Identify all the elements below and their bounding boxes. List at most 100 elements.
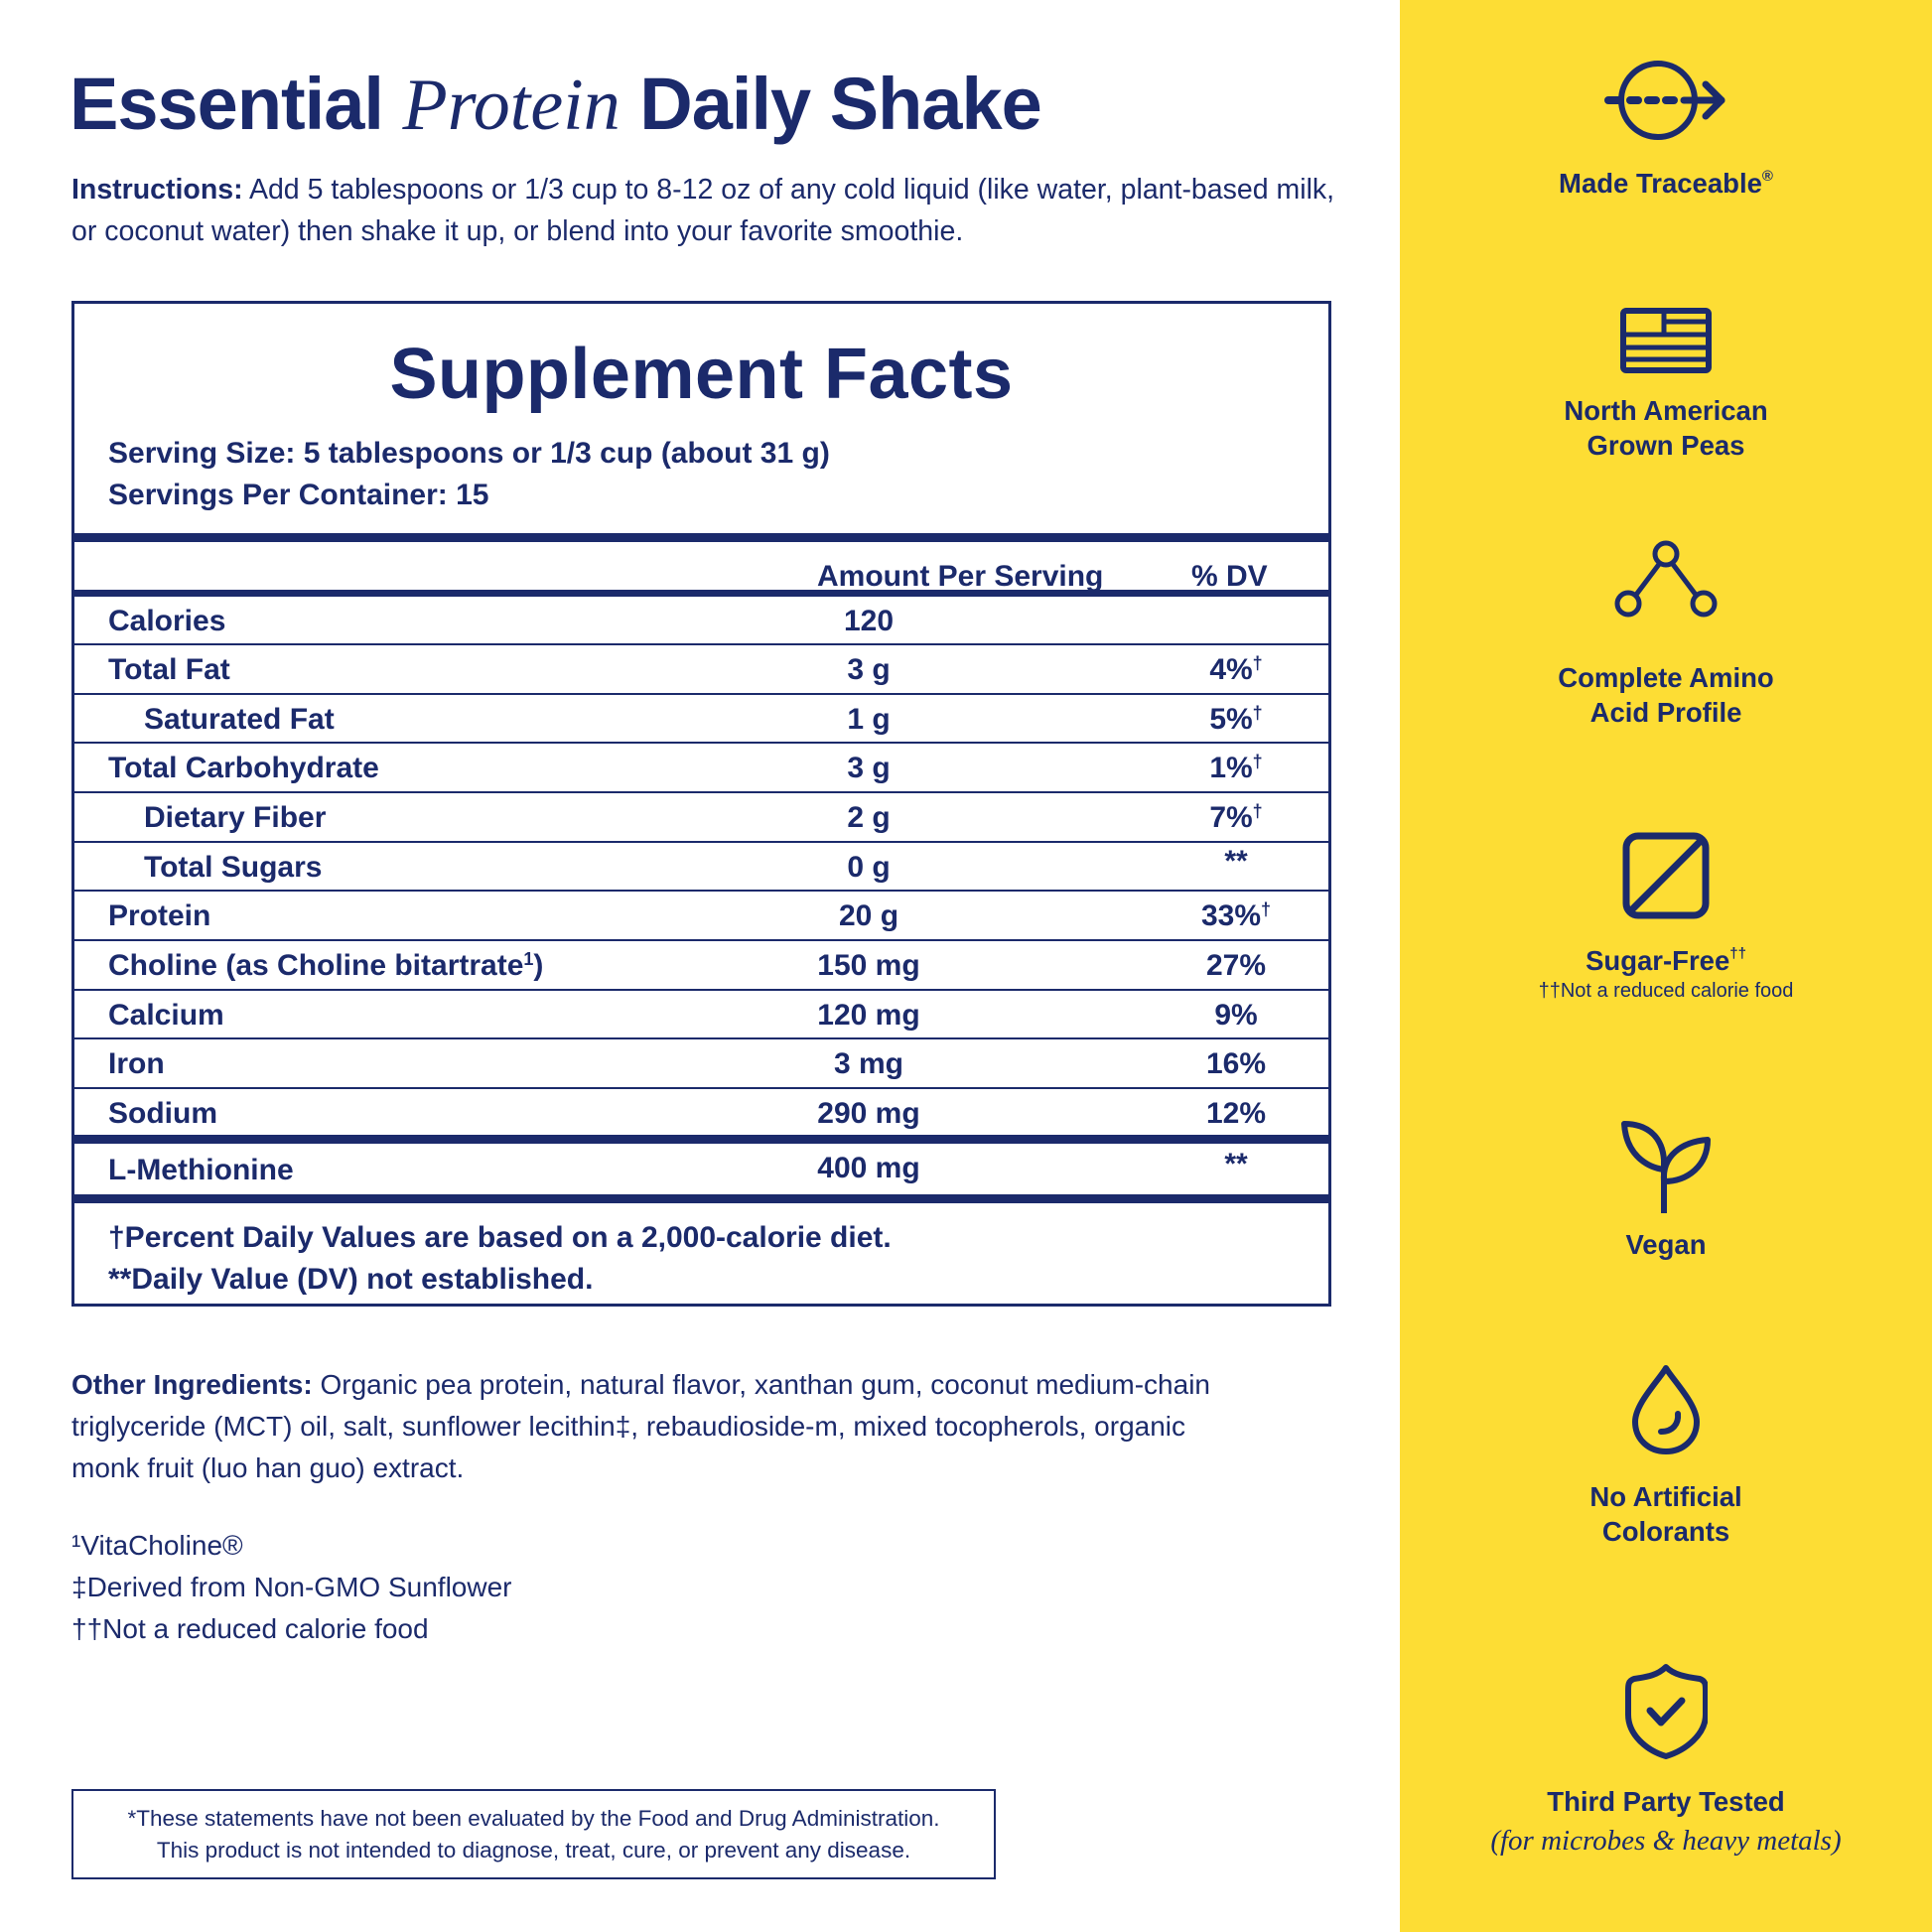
- ingredients-label: Other Ingredients:: [71, 1369, 313, 1400]
- nutrient-dv: 12%: [1205, 1097, 1267, 1130]
- table-row: Total Sugars 0 g **: [74, 843, 1328, 891]
- disclaimer-line-2: This product is not intended to diagnose…: [156, 1838, 911, 1863]
- thick-divider: [74, 590, 1328, 597]
- nutrient-amount: 3 g: [847, 752, 891, 784]
- row-divider: [74, 643, 1328, 645]
- title-daily-shake: Daily Shake: [639, 63, 1041, 145]
- molecule-icon: [1614, 540, 1718, 618]
- badge-label: Sugar-Free††: [1586, 945, 1746, 976]
- serving-info: Serving Size: 5 tablespoons or 1/3 cup (…: [108, 433, 830, 516]
- footnote-sunflower: ‡Derived from Non-GMO Sunflower: [71, 1572, 512, 1602]
- nutrient-dv: 27%: [1205, 949, 1267, 982]
- ingredients-text: Organic pea protein, natural flavor, xan…: [71, 1369, 1210, 1483]
- table-row: Total Carbohydrate 3 g 1%†: [74, 744, 1328, 791]
- badge-label: No Artificial Colorants: [1589, 1481, 1742, 1547]
- nutrient-amount: 120: [843, 605, 895, 637]
- table-row-l-methionine: L-Methionine 400 mg **: [74, 1144, 1328, 1194]
- dv-note: †Percent Daily Values are based on a 2,0…: [108, 1221, 892, 1254]
- supplement-facts-panel: Supplement Facts Serving Size: 5 tablesp…: [71, 301, 1331, 1307]
- nutrient-name: Protein: [108, 899, 211, 932]
- thick-divider: [74, 1135, 1328, 1144]
- nutrient-dv: 9%: [1214, 999, 1258, 1032]
- badge-north-american-peas: North American Grown Peas: [1400, 308, 1932, 463]
- row-divider: [74, 939, 1328, 941]
- row-divider: [74, 1037, 1328, 1039]
- row-divider: [74, 742, 1328, 744]
- nutrient-amount: 1 g: [847, 703, 891, 736]
- page-title: Essential Protein Daily Shake: [69, 62, 1042, 148]
- nutrient-dv: 16%: [1205, 1047, 1267, 1080]
- nutrient-dv: 4%†: [1209, 653, 1263, 686]
- table-row: Protein 20 g 33%†: [74, 892, 1328, 939]
- nutrient-dv: 5%†: [1209, 703, 1263, 736]
- serving-size: Serving Size: 5 tablespoons or 1/3 cup (…: [108, 437, 830, 470]
- thick-divider: [74, 533, 1328, 542]
- badge-complete-amino: Complete Amino Acid Profile: [1400, 539, 1932, 730]
- badge-label: Third Party Tested: [1547, 1786, 1785, 1817]
- title-essential: Essential: [69, 63, 384, 145]
- badge-made-traceable: Made Traceable®: [1400, 55, 1932, 201]
- table-row: Sodium 290 mg 12%: [74, 1089, 1328, 1137]
- instructions-text: Add 5 tablespoons or 1/3 cup to 8-12 oz …: [71, 174, 1335, 247]
- nutrient-amount: 290 mg: [817, 1097, 920, 1130]
- badge-label: Made Traceable®: [1559, 168, 1773, 199]
- shield-check-icon: [1625, 1664, 1708, 1759]
- badge-sublabel: (for microbes & heavy metals): [1490, 1825, 1842, 1857]
- nutrient-amount: 150 mg: [817, 949, 920, 982]
- sugar-free-icon: [1622, 832, 1710, 919]
- nutrient-dv: 1%†: [1209, 752, 1263, 784]
- table-row: Saturated Fat 1 g 5%†: [74, 695, 1328, 743]
- table-row: Total Fat 3 g 4%†: [74, 645, 1328, 693]
- badge-label: Vegan: [1625, 1229, 1707, 1260]
- facts-title: Supplement Facts: [389, 335, 1014, 414]
- nutrient-name: Iron: [108, 1047, 165, 1080]
- nutrient-name: Dietary Fiber: [144, 801, 327, 834]
- table-row: Calcium 120 mg 9%: [74, 991, 1328, 1038]
- thick-divider: [74, 1194, 1328, 1203]
- table-row: Dietary Fiber 2 g 7%†: [74, 793, 1328, 841]
- dv-not-established-note: **Daily Value (DV) not established.: [108, 1263, 594, 1296]
- disclaimer-line-1: *These statements have not been evaluate…: [127, 1806, 940, 1831]
- nutrient-name: Total Fat: [108, 653, 230, 686]
- badge-vegan: Vegan: [1400, 1120, 1932, 1262]
- row-divider: [74, 693, 1328, 695]
- table-row: Iron 3 mg 16%: [74, 1039, 1328, 1087]
- fda-disclaimer: *These statements have not been evaluate…: [71, 1789, 996, 1879]
- row-divider: [74, 841, 1328, 843]
- nutrient-name: Sodium: [108, 1097, 217, 1130]
- droplet-icon: [1632, 1365, 1700, 1454]
- row-divider: [74, 989, 1328, 991]
- servings-per-container: Servings Per Container: 15: [108, 479, 489, 511]
- nutrient-name: Saturated Fat: [144, 703, 335, 736]
- nutrient-name: Calcium: [108, 999, 224, 1032]
- nutrient-dv: **: [1224, 1148, 1248, 1180]
- footnote-calorie: ††Not a reduced calorie food: [71, 1613, 429, 1644]
- facts-footnotes: †Percent Daily Values are based on a 2,0…: [108, 1217, 892, 1301]
- badge-sublabel: ††Not a reduced calorie food: [1538, 980, 1794, 1002]
- badge-sugar-free: Sugar-Free†† ††Not a reduced calorie foo…: [1400, 832, 1932, 1004]
- nutrient-amount: 0 g: [847, 851, 891, 884]
- title-protein: Protein: [402, 65, 621, 146]
- footnotes: ¹VitaCholine® ‡Derived from Non-GMO Sunf…: [71, 1525, 511, 1650]
- nutrient-amount: 120 mg: [817, 999, 920, 1032]
- row-divider: [74, 1087, 1328, 1089]
- nutrient-name: Choline (as Choline bitartrate1): [108, 949, 544, 982]
- nutrient-dv: **: [1224, 845, 1248, 878]
- badge-third-party-tested: Third Party Tested (for microbes & heavy…: [1400, 1663, 1932, 1859]
- nutrient-amount: 20 g: [838, 899, 899, 932]
- badge-label: North American Grown Peas: [1564, 395, 1768, 461]
- nutrient-amount: 2 g: [847, 801, 891, 834]
- table-row: Choline (as Choline bitartrate1) 150 mg …: [74, 941, 1328, 989]
- nutrient-dv: 33%†: [1200, 899, 1272, 932]
- instructions: Instructions: Add 5 tablespoons or 1/3 c…: [71, 169, 1362, 252]
- table-row: Calories 120: [74, 597, 1328, 644]
- sprout-icon: [1621, 1121, 1711, 1213]
- nutrient-amount: 3 mg: [833, 1047, 904, 1080]
- column-header-dv: % DV: [1191, 560, 1268, 593]
- footnote-vitacholine: ¹VitaCholine®: [71, 1530, 243, 1561]
- nutrient-amount: 400 mg: [817, 1152, 920, 1184]
- nutrient-amount: 3 g: [847, 653, 891, 686]
- nutrient-name: Calories: [108, 605, 226, 637]
- nutrient-name: L-Methionine: [108, 1154, 294, 1186]
- badge-label: Complete Amino Acid Profile: [1558, 662, 1774, 728]
